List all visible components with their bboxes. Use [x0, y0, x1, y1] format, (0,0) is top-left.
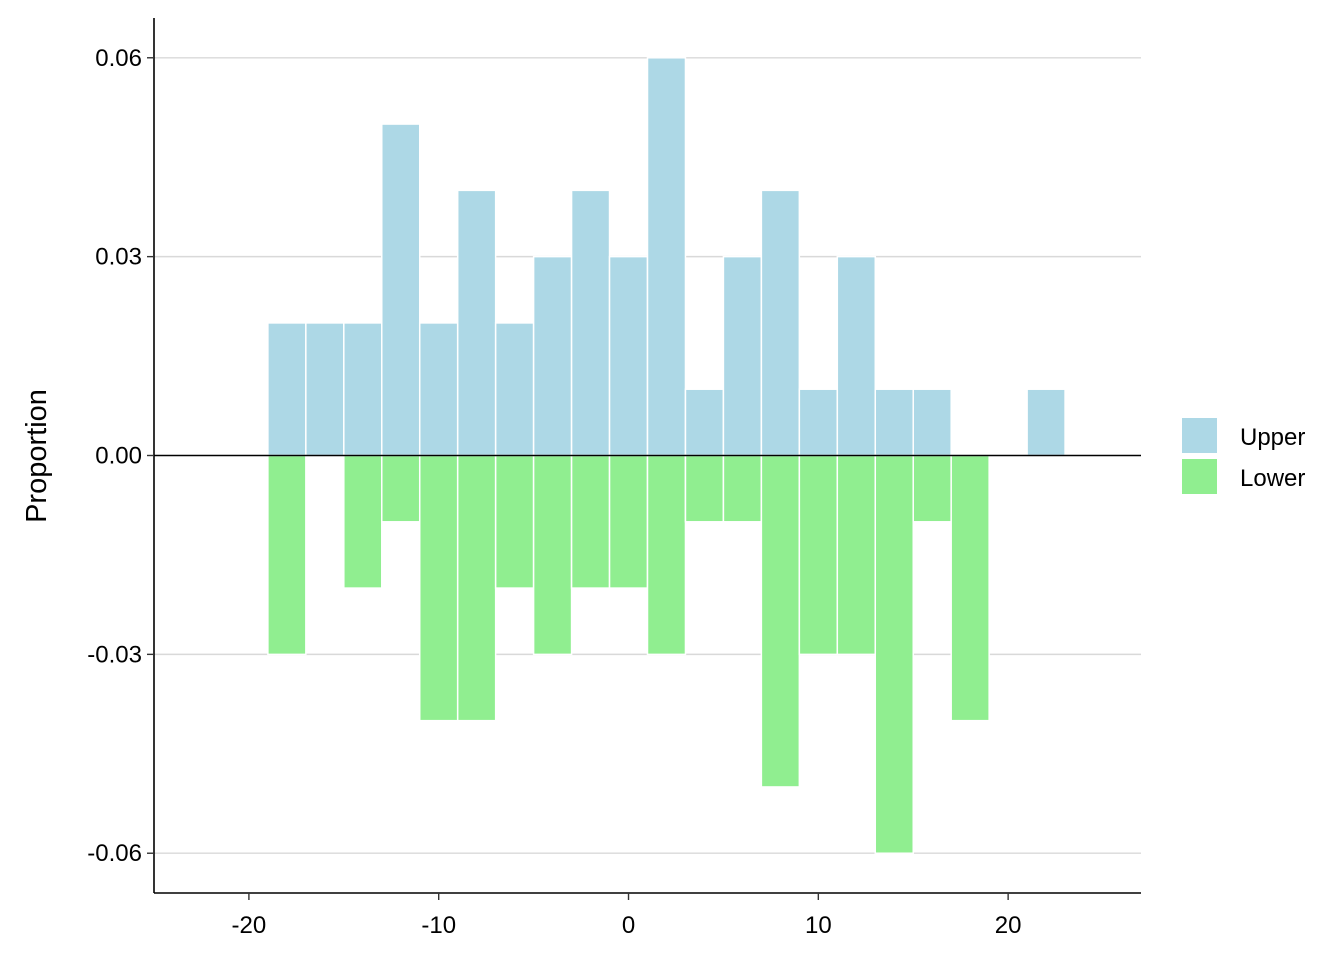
bar-upper-12	[722, 255, 763, 457]
y-tick-label-4: 0.06	[95, 45, 142, 72]
x-tick-label-1: -10	[421, 912, 456, 939]
legend-swatch-lower	[1182, 459, 1217, 494]
bar-upper-2	[343, 322, 383, 457]
bar-upper-0	[267, 322, 307, 457]
bar-upper-11	[684, 388, 725, 457]
bar-upper-10	[646, 57, 687, 457]
x-tick-label-4: 20	[995, 912, 1022, 939]
bar-upper-6	[494, 322, 535, 457]
bar-lower-13	[760, 454, 801, 788]
bar-upper-8	[570, 189, 611, 457]
bar-upper-4	[418, 322, 459, 457]
bar-lower-9	[608, 454, 649, 589]
bar-lower-4	[418, 454, 459, 722]
bar-lower-11	[684, 454, 725, 523]
y-axis-title: Proportion	[21, 389, 53, 523]
axes: -0.06 -0.03 0.00 0.03 0.06 -20 -10 0 10 20	[87, 18, 1141, 939]
legend-label-upper: Upper	[1240, 424, 1305, 451]
bar-upper-15	[836, 255, 877, 457]
y-tick-label-2: 0.00	[95, 443, 142, 470]
bar-lower-0	[267, 454, 307, 656]
bar-upper-5	[456, 189, 497, 457]
bar-lower-3	[381, 454, 421, 523]
bar-lower-5	[456, 454, 497, 722]
legend-label-lower: Lower	[1240, 465, 1305, 492]
bar-upper-13	[760, 189, 801, 457]
bar-lower-8	[570, 454, 611, 589]
bar-lower-7	[532, 454, 573, 656]
bar-upper-20	[1026, 388, 1066, 457]
bar-upper-3	[381, 123, 421, 457]
bar-upper-1	[305, 322, 345, 457]
legend: Upper Lower	[1182, 418, 1305, 494]
y-tick-label-0: -0.06	[87, 840, 142, 867]
bar-lower-15	[836, 454, 877, 656]
bar-lower-10	[646, 454, 687, 656]
bar-upper-7	[532, 255, 573, 457]
legend-swatch-upper	[1182, 418, 1217, 453]
bar-lower-6	[494, 454, 535, 589]
x-tick-label-0: -20	[232, 912, 267, 939]
bar-upper-9	[608, 255, 649, 457]
bar-lower-17	[912, 454, 952, 523]
bar-upper-16	[874, 388, 914, 457]
bar-lower-16	[874, 454, 914, 854]
y-tick-label-3: 0.03	[95, 244, 142, 271]
y-tick-label-1: -0.03	[87, 641, 142, 668]
bar-lower-14	[798, 454, 839, 656]
bar-lower-12	[722, 454, 763, 523]
bar-lower-18	[950, 454, 990, 722]
bar-lower-2	[343, 454, 383, 589]
bar-upper-14	[798, 388, 839, 457]
x-tick-label-2: 0	[622, 912, 635, 939]
x-tick-label-3: 10	[805, 912, 832, 939]
bar-upper-17	[912, 388, 952, 457]
